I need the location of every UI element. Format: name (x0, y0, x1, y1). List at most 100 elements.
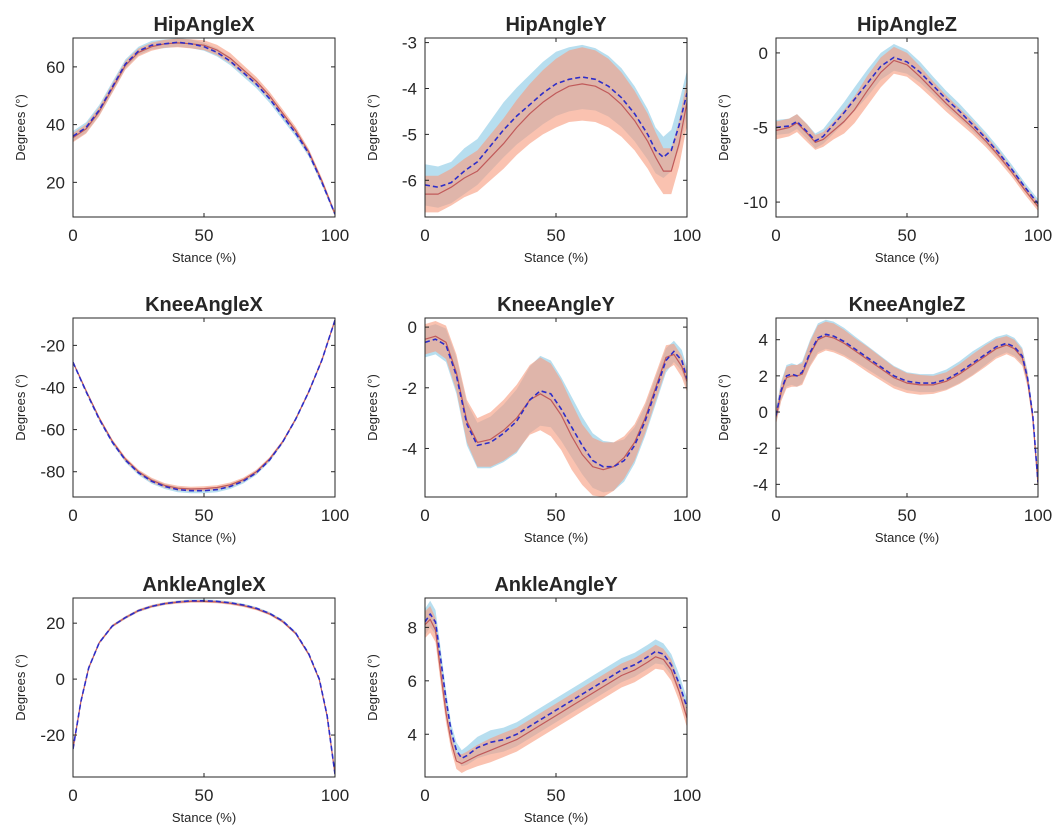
y-tick-label: -20 (40, 336, 65, 355)
subplot-hipanglez: 0 50 100 -10 -5 0 HipAngleZ Stance (%) Degrees (… (716, 14, 1052, 265)
y-tick-label: -4 (402, 79, 417, 98)
sd-band-b (425, 47, 687, 213)
x-axis-label: Stance (%) (524, 250, 588, 265)
x-tick-label: 50 (195, 506, 214, 525)
x-tick-label: 0 (420, 226, 429, 245)
x-tick-label: 100 (1024, 226, 1052, 245)
subplot-ankleanglex: 0 50 100 -20 0 20 AnkleAngleX Stance (%) Degrees… (13, 574, 349, 825)
y-axis-label: Degrees (°) (365, 94, 380, 161)
y-tick-label: -80 (40, 463, 65, 482)
x-axis-label: Stance (%) (875, 250, 939, 265)
sd-band-b (776, 321, 1038, 490)
y-tick-label: -4 (753, 475, 768, 494)
sd-band-b (425, 321, 687, 497)
y-tick-label: 4 (759, 331, 768, 350)
mean-line-b (425, 618, 687, 765)
y-tick-label: -10 (743, 193, 768, 212)
mean-line-a (776, 56, 1038, 205)
subplot-title: KneeAngleX (145, 294, 263, 316)
plot-content (73, 319, 335, 494)
x-tick-label: 50 (547, 226, 566, 245)
y-tick-label: -60 (40, 421, 65, 440)
x-tick-label: 0 (771, 506, 780, 525)
plot-area (73, 318, 335, 497)
y-axis-label: Degrees (°) (13, 94, 28, 161)
plot-content (776, 44, 1038, 212)
plot-content (425, 44, 687, 213)
subplot-ankleangley: 0 50 100 4 6 8 AnkleAngleY Stance (%) Degrees (°… (365, 574, 701, 825)
mean-line-a (776, 333, 1038, 483)
x-axis-label: Stance (%) (524, 810, 588, 825)
subplot-title: HipAngleX (153, 14, 255, 36)
y-tick-label: -40 (40, 378, 65, 397)
y-tick-label: -2 (402, 379, 417, 398)
subplot-kneeanglez: 0 50 100 -4 -2 0 2 4 KneeAngleZ Stance (%) Degrees… (716, 294, 1052, 545)
mean-line-b (425, 335, 687, 471)
x-tick-label: 100 (1024, 506, 1052, 525)
x-tick-label: 50 (547, 506, 566, 525)
subplot-kneeanglex: 0 50 100 -80 -60 -40 -20 KneeAngleX Stance (%) De… (13, 294, 349, 545)
plot-content (776, 319, 1038, 490)
mean-line-a (425, 613, 687, 760)
mean-line-a (73, 319, 335, 492)
x-tick-label: 50 (898, 226, 917, 245)
x-tick-label: 100 (673, 786, 701, 805)
y-tick-label: 0 (759, 403, 768, 422)
x-tick-label: 100 (673, 506, 701, 525)
x-tick-label: 0 (68, 226, 77, 245)
y-axis-label: Degrees (°) (13, 654, 28, 721)
x-tick-label: 0 (771, 226, 780, 245)
y-tick-label: 2 (759, 367, 768, 386)
x-axis-label: Stance (%) (172, 250, 236, 265)
subplot-title: KneeAngleY (497, 294, 615, 316)
mean-line-a (425, 338, 687, 468)
y-tick-label: 0 (408, 318, 417, 337)
subplot-title: HipAngleZ (857, 14, 957, 36)
x-tick-label: 50 (195, 226, 214, 245)
y-tick-label: -3 (402, 34, 417, 53)
y-axis-label: Degrees (°) (13, 374, 28, 441)
y-tick-label: 6 (408, 672, 417, 691)
y-tick-label: 20 (46, 173, 65, 192)
x-axis-label: Stance (%) (172, 810, 236, 825)
y-axis-label: Degrees (°) (365, 654, 380, 721)
y-tick-label: -20 (40, 726, 65, 745)
x-tick-label: 100 (321, 226, 349, 245)
y-axis-label: Degrees (°) (716, 94, 731, 161)
y-tick-label: -6 (402, 171, 417, 190)
x-tick-label: 50 (898, 506, 917, 525)
x-tick-label: 0 (420, 506, 429, 525)
x-tick-label: 100 (321, 786, 349, 805)
plot-content (425, 600, 687, 773)
subplot-title: AnkleAngleX (142, 574, 266, 596)
mean-line-b (776, 59, 1038, 207)
y-tick-label: -4 (402, 439, 417, 458)
y-tick-label: 0 (759, 44, 768, 63)
x-axis-label: Stance (%) (172, 530, 236, 545)
subplot-title: AnkleAngleY (494, 574, 618, 596)
subplot-hipanglex: 0 50 100 20 40 60 HipAngleX Stance (%) Degrees (… (13, 14, 349, 265)
x-tick-label: 50 (547, 786, 566, 805)
x-tick-label: 100 (321, 506, 349, 525)
y-tick-label: -2 (753, 439, 768, 458)
y-tick-label: 20 (46, 614, 65, 633)
y-tick-label: 4 (408, 725, 417, 744)
subplot-title: KneeAngleZ (849, 294, 966, 316)
mean-line-b (425, 83, 687, 195)
x-tick-label: 50 (195, 786, 214, 805)
y-tick-label: 0 (56, 670, 65, 689)
subplot-title: HipAngleY (505, 14, 607, 36)
mean-line-a (73, 41, 335, 215)
y-tick-label: 8 (408, 618, 417, 637)
y-tick-label: -5 (402, 125, 417, 144)
mean-line-b (776, 335, 1038, 485)
x-tick-label: 100 (673, 226, 701, 245)
y-axis-label: Degrees (°) (716, 374, 731, 441)
subplot-kneeangley: 0 50 100 -4 -2 0 KneeAngleY Stance (%) Degrees (… (365, 294, 701, 545)
plot-content (73, 38, 335, 217)
x-axis-label: Stance (%) (524, 530, 588, 545)
x-tick-label: 0 (68, 786, 77, 805)
mean-line-b (73, 42, 335, 215)
y-tick-label: -5 (753, 119, 768, 138)
